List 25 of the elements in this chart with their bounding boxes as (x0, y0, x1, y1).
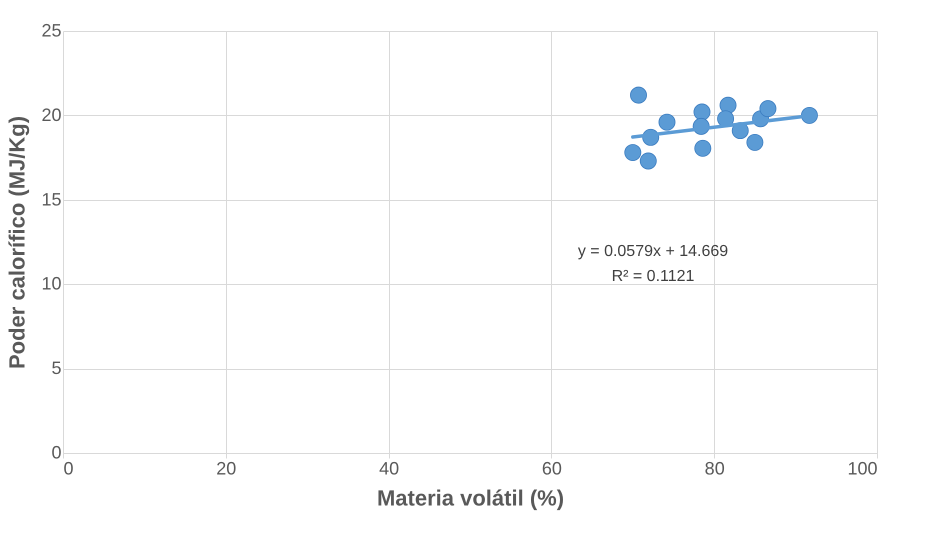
y-tick-label: 10 (41, 274, 62, 294)
point (694, 104, 710, 120)
x-tick-label: 60 (542, 458, 562, 478)
y-tick-label: 15 (41, 189, 62, 210)
x-tick-label: 0 (64, 458, 74, 478)
annotation: R² = 0.1121 (612, 268, 695, 285)
y-tick-label: 25 (41, 20, 62, 40)
point (640, 152, 657, 170)
point (624, 144, 642, 161)
annotation: y = 0.0579x + 14.669 (578, 243, 728, 260)
x-axis-title: Materia volátil (%) (376, 486, 564, 510)
point (630, 86, 647, 104)
x-tick-label: 20 (216, 458, 236, 478)
y-tick-label: 0 (51, 442, 62, 462)
x-tick-label: 100 (847, 458, 878, 478)
y-tick-label: 5 (51, 358, 62, 378)
point (746, 134, 764, 151)
y-axis-title: Poder calorífico (MJ/Kg) (4, 116, 30, 370)
y-tick-label: 20 (41, 104, 62, 125)
point (720, 96, 736, 114)
point (658, 114, 676, 131)
point (759, 100, 776, 118)
x-tick-label: 80 (704, 458, 725, 478)
point (694, 140, 712, 157)
x-tick-label: 40 (379, 458, 400, 478)
